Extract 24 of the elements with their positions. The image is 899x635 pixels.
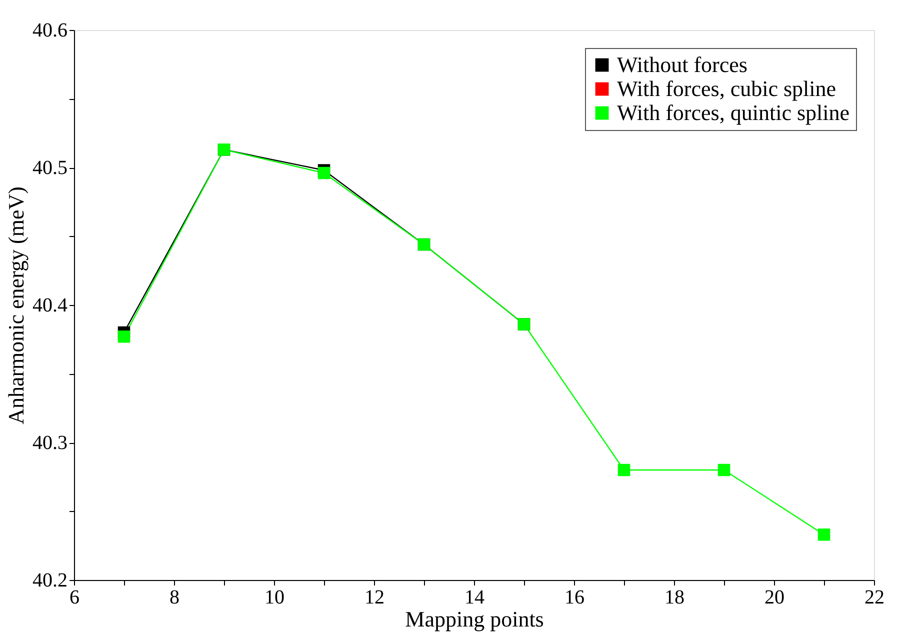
x-tick-label: 14	[464, 586, 484, 608]
y-axis-title: Anharmonic energy (meV)	[4, 186, 28, 424]
y-tick-label: 40.3	[32, 432, 68, 454]
x-tick-label: 22	[864, 586, 884, 608]
x-tick-label: 18	[664, 586, 684, 608]
y-tick-label: 40.2	[32, 570, 68, 592]
legend-label: Without forces	[617, 52, 748, 77]
point	[718, 464, 730, 476]
x-tick-label: 10	[264, 586, 284, 608]
point	[818, 528, 830, 541]
legend-label: With forces, quintic spline	[617, 100, 850, 125]
y-tick-label: 40.6	[32, 20, 68, 42]
point	[618, 464, 630, 476]
x-axis-title: Mapping points	[405, 606, 544, 632]
point	[318, 166, 330, 180]
y-tick-label: 40.4	[32, 294, 68, 316]
legend-label: With forces, cubic spline	[617, 76, 836, 101]
x-tick-label: 20	[764, 586, 784, 608]
y-tick-label: 40.5	[32, 157, 68, 179]
x-tick-label: 6	[70, 586, 80, 608]
point	[118, 330, 130, 343]
x-tick-label: 12	[364, 586, 384, 608]
x-tick-label: 8	[170, 586, 180, 608]
x-tick-label: 16	[564, 586, 584, 608]
